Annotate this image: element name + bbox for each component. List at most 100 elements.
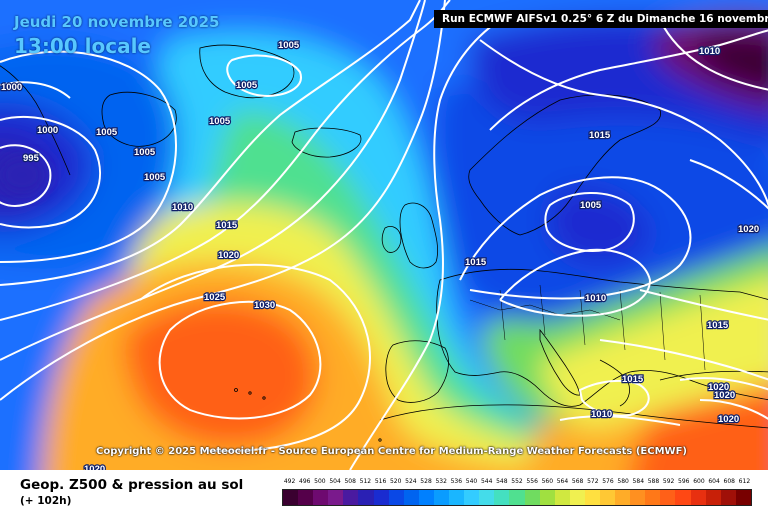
isobar-label: 1015: [465, 257, 487, 268]
legend-swatch: [569, 490, 585, 505]
legend-label: 496: [299, 478, 311, 485]
isobar-label: 1030: [254, 300, 275, 311]
legend-swatch: [449, 490, 465, 505]
legend-swatch: [403, 490, 419, 505]
forecast-date: Jeudi 20 novembre 2025: [14, 13, 220, 31]
run-info-banner: Run ECMWF AIFSv1 0.25° 6 Z du Dimanche 1…: [434, 10, 768, 28]
legend-label: 500: [314, 478, 326, 485]
legend-label: 512: [359, 478, 372, 485]
isobar-label: 1020: [738, 224, 759, 235]
legend-label: 608: [723, 478, 735, 485]
legend-label: 552: [511, 478, 523, 485]
isobar-label: 1015: [216, 220, 238, 231]
legend-swatch: [509, 490, 525, 505]
legend-swatch: [615, 490, 631, 505]
legend-label: 560: [541, 478, 554, 485]
copyright-notice: Copyright © 2025 Meteociel.fr - Source E…: [96, 446, 687, 457]
legend-swatch: [705, 490, 721, 505]
isobar-label: 1005: [278, 40, 300, 51]
isobar-label: 1005: [209, 116, 231, 127]
legend-swatches: [282, 489, 752, 506]
legend-label: 596: [678, 478, 690, 485]
legend-label: 528: [420, 478, 432, 485]
isobar-label: 1005: [580, 200, 602, 211]
isobar-label: 1010: [585, 293, 606, 304]
isobar-label: 1020: [84, 464, 105, 470]
legend-label: 556: [526, 478, 538, 485]
isobar-label: 1020: [714, 390, 735, 401]
map-svg: 1005 1005 1000 1005 1000 1005 995 1005 1…: [0, 0, 768, 470]
legend-swatch: [690, 490, 706, 505]
legend-swatch: [645, 490, 661, 505]
legend-label: 580: [617, 478, 629, 485]
legend-swatch: [343, 490, 359, 505]
low-core: [0, 153, 48, 197]
isobar-label: 1015: [707, 320, 729, 331]
isobar-label: 1010: [591, 409, 612, 420]
legend-swatch: [464, 490, 480, 505]
legend-label: 548: [496, 478, 508, 485]
legend-swatch: [735, 490, 751, 505]
legend-swatch: [358, 490, 374, 505]
isobar-label: 1020: [218, 250, 239, 261]
isobar-label: 1000: [1, 82, 22, 93]
legend-label: 584: [632, 478, 645, 485]
legend-swatch: [494, 490, 510, 505]
isobar-label: 1005: [134, 147, 156, 158]
isobar-label: 995: [23, 153, 40, 164]
legend-swatch: [479, 490, 495, 505]
legend-swatch: [599, 490, 616, 505]
legend-label: 604: [708, 478, 720, 485]
isobar-label: 1005: [144, 172, 166, 183]
map-parameter-title: Geop. Z500 & pression au sol: [20, 477, 244, 493]
legend-swatch: [283, 490, 299, 505]
isobar-label: 1015: [622, 374, 644, 385]
legend-swatch: [630, 490, 646, 505]
legend-label: 520: [389, 478, 402, 485]
geopotential-field: [0, 0, 768, 470]
isobar-label: 1005: [96, 127, 118, 138]
legend-label: 532: [435, 478, 447, 485]
legend-swatch: [298, 490, 314, 505]
legend-label: 588: [647, 478, 660, 485]
legend-swatch: [433, 490, 450, 505]
isobar-label: 1015: [589, 130, 611, 141]
legend-label: 612: [738, 478, 751, 485]
isobar-label: 1010: [699, 46, 720, 57]
isobar-labels: 1005 1005 1000 1005 1000 1005 995 1005 1…: [0, 39, 760, 470]
legend-label: 508: [344, 478, 356, 485]
forecast-time: 13:00 locale: [14, 34, 151, 58]
isobar-label: 1020: [718, 414, 739, 425]
legend-label: 572: [587, 478, 599, 485]
forecast-map: 1005 1005 1000 1005 1000 1005 995 1005 1…: [0, 0, 768, 470]
legend-label: 592: [662, 478, 675, 485]
legend-swatch: [720, 490, 736, 505]
legend-label: 516: [374, 478, 387, 485]
isobar-label: 1000: [37, 125, 58, 136]
legend-swatch: [539, 490, 555, 505]
forecast-lead-time: (+ 102h): [20, 495, 72, 507]
legend-label: 492: [283, 478, 296, 485]
isobar-label: 1020: [708, 382, 729, 393]
legend-labels: 492 496 500 504 508 512 516 520 524 528 532 536 540 5…: [282, 478, 752, 488]
legend-label: 540: [465, 478, 478, 485]
legend-swatch: [584, 490, 600, 505]
legend-label: 524: [405, 478, 417, 485]
legend-swatch: [418, 490, 434, 505]
legend-label: 544: [480, 478, 493, 485]
legend-label: 536: [450, 478, 463, 485]
isobar-label: 1010: [172, 202, 193, 213]
isobars: [0, 0, 768, 470]
legend-swatch: [524, 490, 540, 505]
legend-label: 564: [556, 478, 569, 485]
legend-swatch: [660, 490, 676, 505]
legend-label: 568: [571, 478, 584, 485]
isobar-label: 1025: [204, 292, 226, 303]
legend-swatch: [328, 490, 344, 505]
legend-swatch: [554, 490, 570, 505]
color-legend: 492 496 500 504 508 512 516 520 524 528 532 536 540 5…: [282, 478, 752, 508]
legend-label: 576: [602, 478, 614, 485]
legend-swatch: [313, 490, 329, 505]
legend-swatch: [373, 490, 389, 505]
legend-label: 600: [693, 478, 705, 485]
